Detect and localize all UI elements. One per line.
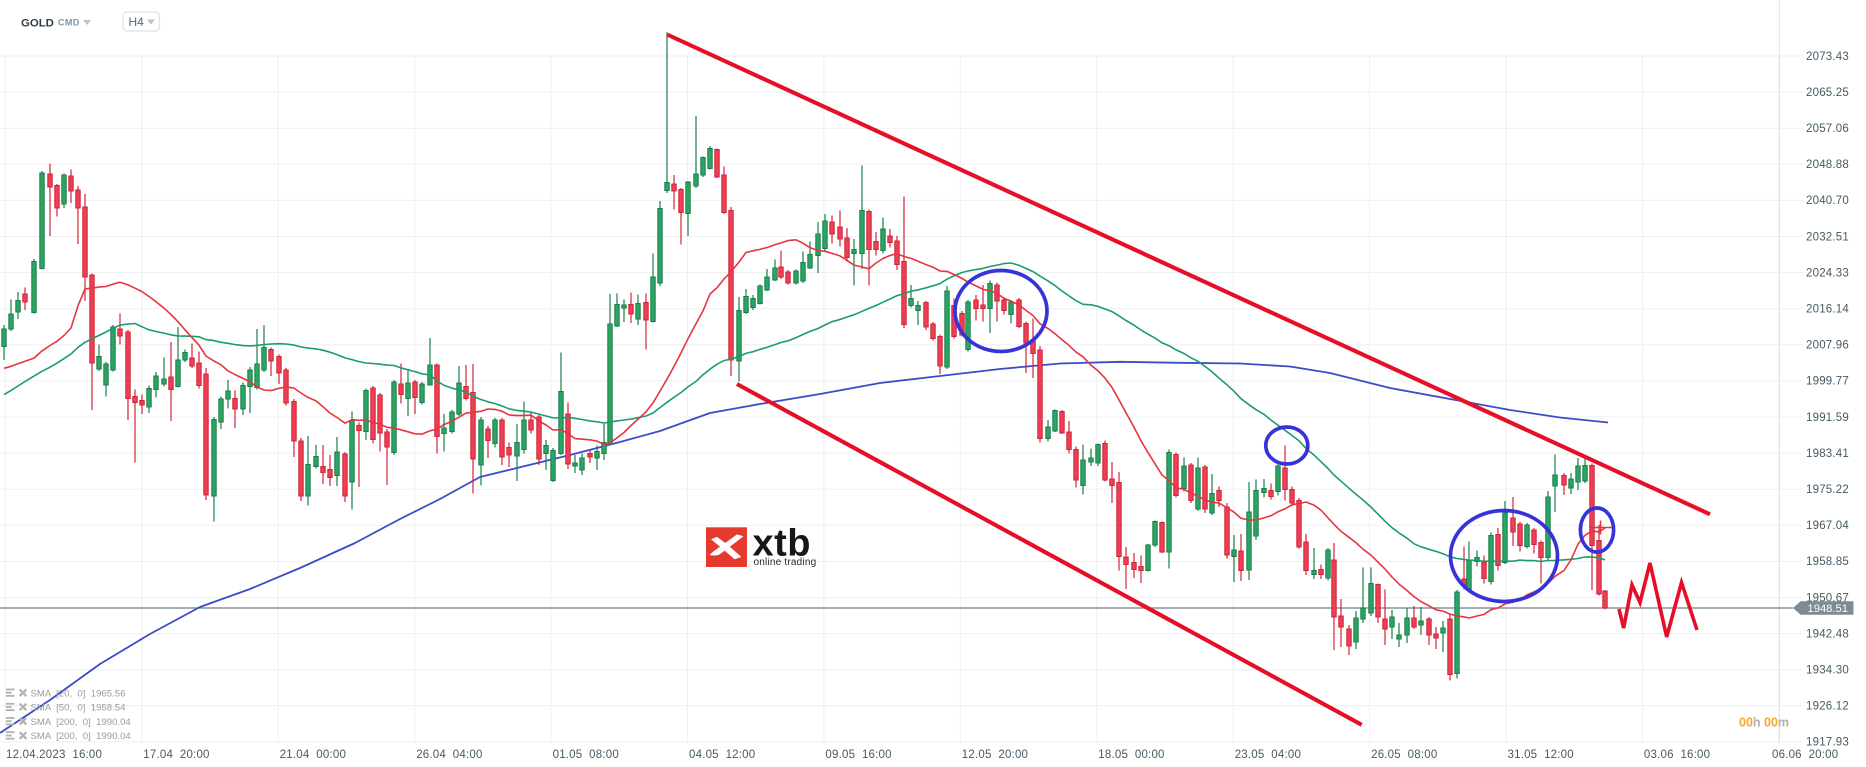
svg-text:1948.51: 1948.51 (1808, 603, 1848, 615)
svg-text:CMD: CMD (58, 18, 80, 28)
svg-text:xtb: xtb (753, 523, 812, 565)
svg-text:12.04.2023 16:00: 12.04.2023 16:00 (6, 749, 102, 761)
svg-text:2016.14: 2016.14 (1806, 304, 1849, 316)
svg-text:17.04 20:00: 17.04 20:00 (143, 749, 209, 761)
svg-text:2073.43: 2073.43 (1806, 51, 1849, 63)
svg-text:SMA [200, 0] 1990.04: SMA [200, 0] 1990.04 (31, 731, 132, 742)
svg-text:2024.33: 2024.33 (1806, 267, 1849, 279)
svg-text:1926.12: 1926.12 (1806, 701, 1849, 713)
svg-text:1975.22: 1975.22 (1806, 484, 1849, 496)
svg-text:09.05 16:00: 09.05 16:00 (825, 749, 891, 761)
svg-text:2007.96: 2007.96 (1806, 340, 1849, 352)
svg-text:04.05 12:00: 04.05 12:00 (689, 749, 755, 761)
svg-text:12.05 20:00: 12.05 20:00 (962, 749, 1028, 761)
svg-text:2065.25: 2065.25 (1806, 87, 1849, 99)
svg-text:1991.59: 1991.59 (1806, 412, 1849, 424)
svg-text:00h 00m: 00h 00m (1739, 716, 1789, 730)
svg-text:18.05 00:00: 18.05 00:00 (1098, 749, 1164, 761)
svg-text:2040.70: 2040.70 (1806, 195, 1849, 207)
svg-text:SMA [200, 0] 1990.04: SMA [200, 0] 1990.04 (31, 717, 132, 728)
svg-text:2048.88: 2048.88 (1806, 159, 1849, 171)
svg-text:01.05 08:00: 01.05 08:00 (553, 749, 619, 761)
svg-text:1917.93: 1917.93 (1806, 737, 1849, 749)
svg-text:SMA [20, 0] 1965.56: SMA [20, 0] 1965.56 (31, 688, 126, 699)
svg-text:1999.77: 1999.77 (1806, 376, 1849, 388)
svg-text:online trading: online trading (754, 557, 817, 568)
svg-text:06.06 20:00: 06.06 20:00 (1772, 749, 1838, 761)
svg-text:31.05 12:00: 31.05 12:00 (1508, 749, 1574, 761)
svg-text:26.04 04:00: 26.04 04:00 (416, 749, 482, 761)
svg-text:SMA [50, 0] 1958.54: SMA [50, 0] 1958.54 (31, 703, 127, 714)
svg-text:2057.06: 2057.06 (1806, 123, 1849, 135)
svg-text:1934.30: 1934.30 (1806, 665, 1849, 677)
svg-text:H4: H4 (129, 15, 145, 29)
svg-text:23.05 04:00: 23.05 04:00 (1235, 749, 1301, 761)
svg-text:26.05 08:00: 26.05 08:00 (1371, 749, 1437, 761)
svg-text:1958.85: 1958.85 (1806, 556, 1849, 568)
svg-text:21.04 00:00: 21.04 00:00 (280, 749, 346, 761)
svg-text:GOLD: GOLD (21, 17, 54, 29)
svg-text:2032.51: 2032.51 (1806, 231, 1849, 243)
svg-text:1942.48: 1942.48 (1806, 628, 1849, 640)
svg-text:1967.04: 1967.04 (1806, 520, 1849, 532)
svg-text:03.06 16:00: 03.06 16:00 (1644, 749, 1710, 761)
svg-text:1983.41: 1983.41 (1806, 448, 1849, 460)
